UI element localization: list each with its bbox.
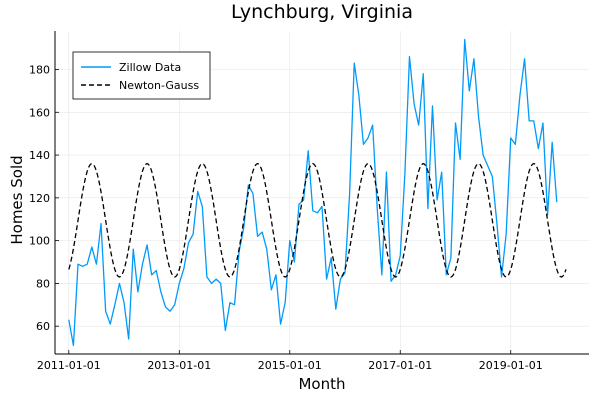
legend-label-newton-gauss: Newton-Gauss bbox=[119, 79, 199, 92]
x-tick-label: 2013-01-01 bbox=[147, 359, 211, 372]
y-tick-label: 160 bbox=[29, 106, 50, 119]
y-tick-label: 60 bbox=[36, 320, 50, 333]
y-tick-label: 80 bbox=[36, 277, 50, 290]
axes bbox=[54, 31, 589, 355]
series-line-newton-gauss bbox=[68, 162, 567, 278]
x-axis-title: Month bbox=[298, 375, 345, 393]
series-layer bbox=[68, 38, 567, 347]
x-tick-label: 2017-01-01 bbox=[368, 359, 432, 372]
y-tick-label: 100 bbox=[29, 235, 50, 248]
x-tick-label: 2011-01-01 bbox=[37, 359, 101, 372]
legend: Zillow Data Newton-Gauss bbox=[72, 51, 211, 100]
y-tick-label: 180 bbox=[29, 64, 50, 77]
y-axis-title: Homes Sold bbox=[8, 155, 26, 244]
tick-labels: 60 80 100 120 140 160 180 2011-01-01 2013-01-01 2… bbox=[29, 64, 543, 372]
x-tick-label: 2019-01-01 bbox=[479, 359, 543, 372]
y-tick-label: 140 bbox=[29, 149, 50, 162]
legend-box bbox=[72, 51, 211, 100]
chart-title: Lynchburg, Virginia bbox=[231, 1, 413, 23]
legend-label-zillow-data: Zillow Data bbox=[119, 61, 181, 74]
series-line-zillow-data bbox=[68, 38, 558, 347]
x-tick-label: 2015-01-01 bbox=[258, 359, 322, 372]
y-tick-label: 120 bbox=[29, 192, 50, 205]
